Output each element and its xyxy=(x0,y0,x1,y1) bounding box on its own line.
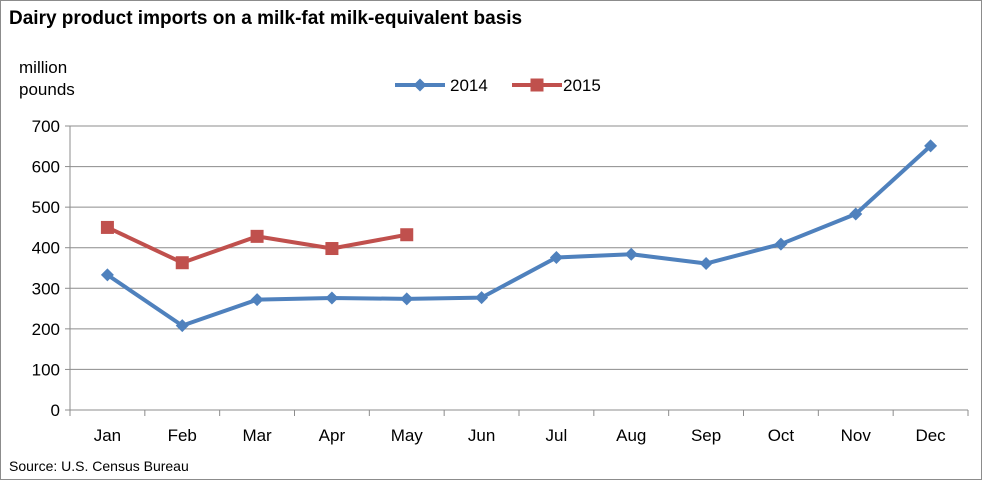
y-tick-label: 600 xyxy=(32,158,60,177)
x-tick-label: Jul xyxy=(546,426,568,445)
data-point xyxy=(250,229,264,243)
legend-swatch-marker xyxy=(413,78,427,92)
legend-label: 2015 xyxy=(563,76,601,95)
y-axis-label-line-1: million xyxy=(19,58,68,77)
y-tick-label: 700 xyxy=(32,117,60,136)
data-point xyxy=(549,250,563,264)
y-axis-label-line-2: pounds xyxy=(19,80,75,99)
data-point xyxy=(400,292,414,306)
data-point xyxy=(100,268,114,282)
data-point xyxy=(325,291,339,305)
y-tick-label: 300 xyxy=(32,279,60,298)
y-tick-label: 0 xyxy=(51,401,60,420)
data-point xyxy=(849,207,863,221)
series-2015 xyxy=(100,220,414,270)
x-tick-label: Sep xyxy=(691,426,721,445)
data-point xyxy=(624,247,638,261)
chart-title: Dairy product imports on a milk-fat milk… xyxy=(9,8,523,29)
x-tick-label: Apr xyxy=(319,426,346,445)
y-axis-label: million pounds xyxy=(19,57,75,101)
x-tick-label: Aug xyxy=(616,426,646,445)
data-point xyxy=(175,256,189,270)
data-point xyxy=(924,139,938,153)
gridlines xyxy=(70,125,968,370)
y-tick-label: 100 xyxy=(32,360,60,379)
series-lines xyxy=(100,139,938,333)
source-note: Source: U.S. Census Bureau xyxy=(9,458,189,474)
x-tick-label: Oct xyxy=(768,426,795,445)
x-tick-label: Nov xyxy=(841,426,872,445)
x-tick-label: May xyxy=(391,426,424,445)
x-tick-label: Jan xyxy=(94,426,121,445)
data-point xyxy=(475,291,489,305)
y-tick-labels: 0 100 200 300 400 500 600 700 xyxy=(32,117,60,420)
data-point xyxy=(175,319,189,333)
legend: 2014 2015 xyxy=(395,76,601,95)
x-tick-label: Feb xyxy=(168,426,197,445)
y-tick-label: 200 xyxy=(32,320,60,339)
series-2014 xyxy=(100,139,938,333)
legend-item-2015: 2015 xyxy=(512,76,601,95)
legend-label: 2014 xyxy=(450,76,488,95)
legend-item-2014: 2014 xyxy=(395,76,488,95)
series-line xyxy=(106,144,932,328)
data-point xyxy=(325,242,339,256)
x-tick-labels: Jan Feb Mar Apr May Jun Jul Aug Sep Oct Nov Dec xyxy=(94,426,946,445)
data-point xyxy=(774,237,788,251)
x-tick-label: Mar xyxy=(242,426,272,445)
data-point xyxy=(699,257,713,271)
data-point xyxy=(100,220,114,234)
x-tick-label: Dec xyxy=(915,426,946,445)
y-tick-label: 500 xyxy=(32,198,60,217)
data-point xyxy=(250,293,264,307)
legend-swatch-marker xyxy=(530,78,544,92)
data-point xyxy=(400,228,414,242)
axes xyxy=(65,125,969,416)
y-tick-label: 400 xyxy=(32,239,60,258)
x-tick-label: Jun xyxy=(468,426,495,445)
